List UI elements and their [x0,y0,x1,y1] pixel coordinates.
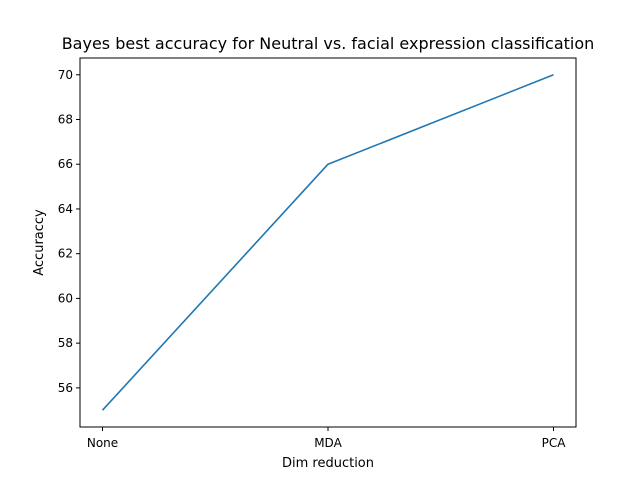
y-tick-label: 70 [58,68,73,82]
y-tick-label: 64 [58,202,73,216]
y-tick-label: 62 [58,247,73,261]
y-axis: 56 58 60 62 64 66 68 70 [58,68,80,395]
x-tick-label: MDA [314,436,342,450]
series-line [101,74,554,411]
plot-area-frame [79,57,577,428]
chart-title: Bayes best accuracy for Neutral vs. faci… [62,34,595,53]
series-layer [101,74,554,411]
x-tick-label: None [87,436,118,450]
y-tick-label: 66 [58,157,73,171]
y-tick-label: 68 [58,113,73,127]
y-tick-label: 60 [58,291,73,305]
y-axis-label: Accuraccy [32,209,47,276]
x-axis: None MDA PCA [87,427,566,450]
x-axis-label: Dim reduction [282,456,374,471]
y-tick-label: 56 [58,381,73,395]
y-tick-label: 58 [58,336,73,350]
x-tick-label: PCA [542,436,567,450]
